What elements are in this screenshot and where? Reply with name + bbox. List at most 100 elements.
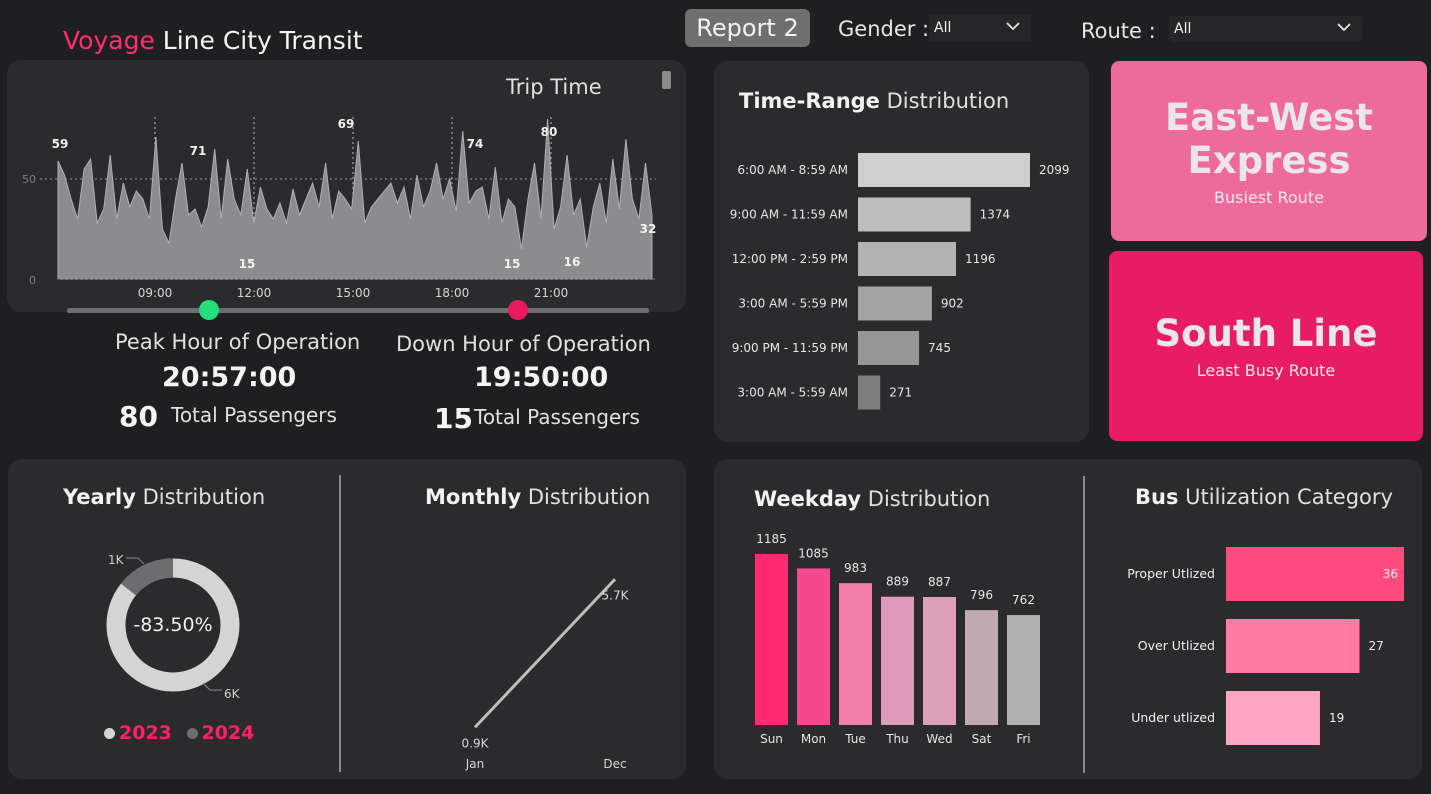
time-range-bar[interactable]: [858, 286, 932, 321]
weekday-category: Wed: [926, 732, 952, 746]
title-rest: Line City Transit: [154, 26, 363, 55]
weekday-bar[interactable]: [881, 596, 914, 725]
peak-passengers: 80: [119, 400, 158, 433]
down-passengers-label: Total Passengers: [474, 405, 640, 429]
report-button[interactable]: Report 2: [685, 9, 810, 47]
xtick-label: 12:00: [237, 286, 272, 300]
time-range-chart: 6:00 AM - 8:59 AM 2099 9:00 AM - 11:59 AM 1…: [730, 153, 1070, 410]
trip-time-title: Trip Time: [506, 75, 602, 99]
utilization-value: 19: [1329, 711, 1344, 725]
gender-filter-label: Gender :: [838, 17, 930, 41]
least-busy-route-name: South Line: [1154, 312, 1378, 355]
route-dropdown-value: All: [1174, 21, 1192, 37]
time-range-bar[interactable]: [858, 242, 957, 276]
time-range-bar[interactable]: [858, 331, 920, 365]
utilization-bar[interactable]: [1226, 619, 1360, 673]
time-range-bar[interactable]: [858, 197, 971, 232]
chevron-down-icon: [1337, 23, 1351, 32]
utilization-bar[interactable]: [1226, 691, 1320, 745]
weekday-category: Tue: [844, 732, 866, 746]
weekday-bar[interactable]: [755, 554, 788, 725]
legend-dot-2024: [186, 728, 198, 739]
scrollbar-thumb[interactable]: [662, 71, 671, 89]
time-range-bar[interactable]: [858, 153, 1030, 187]
weekday-bar[interactable]: [965, 610, 998, 725]
time-range-value: 271: [889, 386, 912, 400]
trip-time-area: [57, 118, 653, 280]
panel-divider: [1083, 476, 1085, 773]
donut-label-small: 1K: [108, 553, 125, 567]
weekday-category: Mon: [801, 732, 826, 746]
xtick-label: 18:00: [435, 286, 470, 300]
route-filter-label: Route :: [1081, 19, 1156, 43]
route-dropdown[interactable]: All: [1169, 16, 1362, 42]
time-range-title-bold: Time-Range: [739, 89, 880, 113]
legend-dot-2023: [104, 728, 115, 739]
time-range-value: 745: [928, 341, 951, 355]
legend-2024: 2024: [201, 722, 255, 744]
slider-end-handle[interactable]: [508, 300, 528, 320]
monthly-title-rest: Distribution: [521, 485, 651, 509]
utilization-bar-chart: Proper Utlized 36 Over Utlized 27 Under utli…: [1127, 547, 1404, 745]
busiest-route-card: East-West Express Busiest Route: [1111, 61, 1427, 241]
weekday-value: 1185: [756, 532, 787, 546]
monthly-data-label: 5.7K: [602, 588, 630, 602]
peak-hour-label: Peak Hour of Operation: [115, 330, 361, 354]
time-slider-track[interactable]: [67, 308, 649, 313]
utilization-value: 36: [1383, 567, 1398, 581]
trip-data-label: 80: [541, 125, 558, 139]
monthly-line[interactable]: [473, 578, 617, 729]
utilization-title-rest: Utilization Category: [1178, 485, 1393, 509]
trip-data-label: 59: [52, 137, 69, 151]
yearly-title-rest: Distribution: [135, 485, 266, 509]
utilization-bar[interactable]: [1226, 547, 1404, 601]
slider-start-handle[interactable]: [199, 300, 219, 320]
trip-data-label: 74: [467, 137, 484, 151]
xtick-label: 21:00: [534, 286, 569, 300]
down-hour-label: Down Hour of Operation: [396, 332, 651, 356]
trip-data-label: 15: [239, 257, 256, 271]
time-range-value: 1374: [980, 208, 1011, 222]
monthly-data-label: 0.9K: [462, 736, 490, 750]
trip-data-label: 69: [338, 117, 355, 131]
weekday-title-bold: Weekday: [754, 487, 862, 511]
down-passengers: 15: [434, 402, 473, 435]
least-busy-route-caption: Least Busy Route: [1196, 361, 1336, 380]
monthly-line-chart: 0.9K 5.7K Jan Dec: [462, 578, 630, 771]
utilization-category: Over Utlized: [1138, 638, 1215, 653]
utilization-category: Under utlized: [1131, 710, 1215, 725]
time-range-title: Time-Range Distribution: [739, 89, 1009, 113]
gender-dropdown-value: All: [934, 20, 952, 36]
weekday-bar[interactable]: [923, 597, 956, 725]
panel-divider: [339, 475, 341, 772]
time-range-category: 6:00 AM - 8:59 AM: [737, 163, 848, 177]
weekday-bar[interactable]: [839, 583, 872, 725]
weekday-value: 889: [886, 575, 909, 589]
weekday-category: Fri: [1016, 732, 1030, 746]
time-range-category: 9:00 AM - 11:59 AM: [730, 208, 848, 222]
utilization-title: Bus Utilization Category: [1135, 485, 1393, 509]
peak-hour-time: 20:57:00: [162, 362, 297, 393]
ytick-0: 0: [29, 274, 36, 287]
busiest-route-caption: Busiest Route: [1214, 187, 1324, 207]
monthly-title: Monthly Distribution: [425, 485, 650, 509]
yearly-title-bold: Yearly: [63, 485, 136, 509]
weekday-value: 1085: [798, 546, 829, 560]
yearly-title: Yearly Distribution: [63, 485, 265, 509]
xtick-label: 09:00: [138, 286, 173, 300]
weekday-bar[interactable]: [797, 568, 830, 725]
gender-dropdown[interactable]: All: [929, 15, 1031, 41]
weekday-title: Weekday Distribution: [754, 487, 990, 511]
least-busy-route-card: South Line Least Busy Route: [1109, 251, 1423, 441]
yearly-legend: 2023 2024: [104, 722, 254, 744]
trip-data-label: 16: [564, 255, 581, 269]
time-range-bar[interactable]: [858, 375, 881, 410]
weekday-category: Sat: [972, 732, 992, 746]
weekday-bar[interactable]: [1007, 615, 1040, 725]
weekday-value: 983: [844, 561, 867, 575]
weekday-value: 796: [970, 588, 993, 602]
weekday-value: 887: [928, 575, 951, 589]
time-range-category: 3:00 AM - 5:59 PM: [738, 297, 848, 311]
down-hour-time: 19:50:00: [474, 362, 609, 393]
weekday-bar-chart: 1185 Sun 1085 Mon 983 Tue 889 Thu 887 Wed 796 Sat 76…: [755, 532, 1040, 746]
